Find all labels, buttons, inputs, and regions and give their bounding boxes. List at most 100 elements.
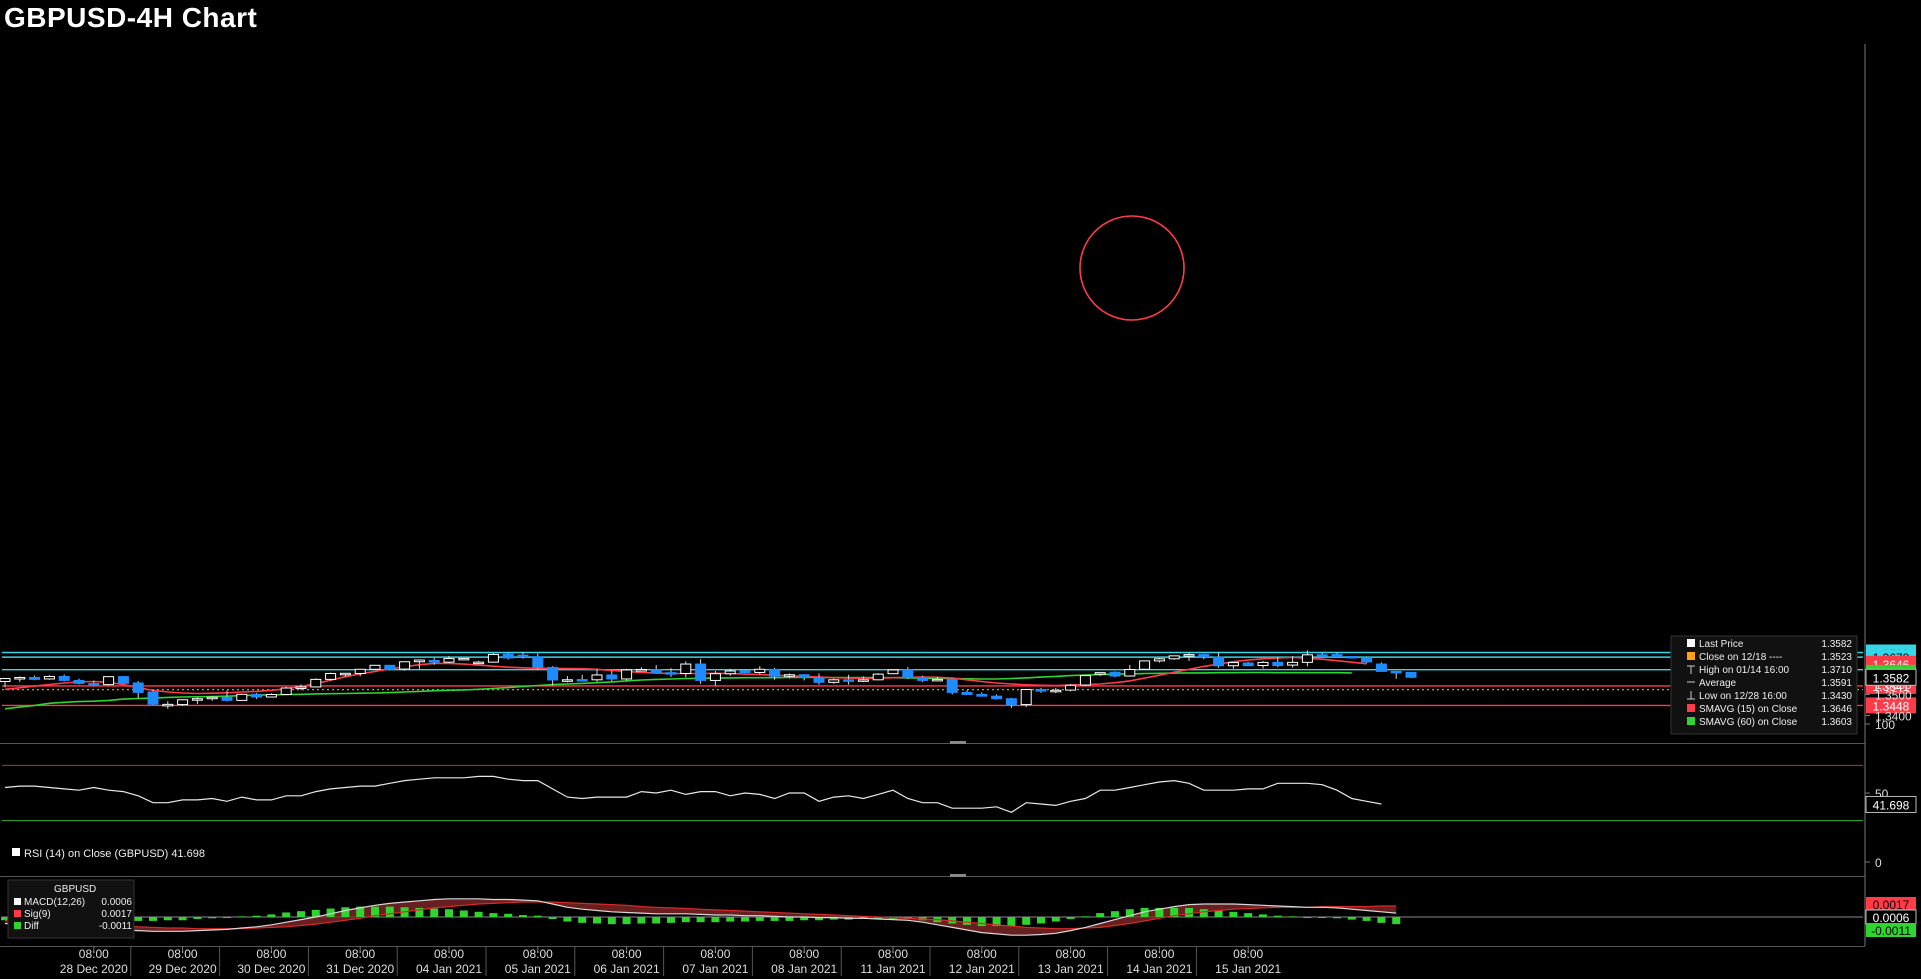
bullish-candle-body: [754, 668, 766, 673]
macd-diff-bar: [963, 917, 971, 925]
bullish-candle-body: [413, 659, 425, 663]
macd-diff-bar: [504, 913, 513, 917]
macd-diff-bar: [326, 908, 335, 917]
candle: [58, 674, 70, 682]
macd-diff-bar: [1229, 911, 1238, 917]
candle: [783, 673, 795, 679]
macd-diff-bar: [267, 914, 276, 917]
candle: [902, 667, 914, 679]
macd-value-label: 0.0017: [1873, 898, 1910, 912]
legend-value: 1.3591: [1821, 678, 1852, 689]
x-tick-date: 31 Dec 2020: [326, 962, 394, 976]
macd-diff-bar: [1155, 907, 1164, 917]
bearish-candle-body: [517, 654, 529, 658]
macd-value-box: [1866, 897, 1916, 911]
bullish-candle-body: [1287, 661, 1299, 666]
legend-label: Average: [1699, 678, 1737, 689]
macd-diff-bar: [1362, 917, 1371, 921]
bearish-candle-body: [843, 679, 855, 682]
candle: [1242, 661, 1254, 667]
bullish-candle-body: [591, 674, 603, 681]
x-tick-date: 15 Jan 2021: [1215, 962, 1281, 976]
candle: [1035, 687, 1047, 693]
candle: [887, 669, 899, 675]
candle: [1390, 670, 1402, 679]
macd-diff-bar: [607, 917, 616, 925]
x-tick-time: 08:00: [345, 947, 375, 961]
macd-diff-bar: [356, 906, 365, 917]
candle: [354, 668, 366, 677]
x-tick-time: 08:00: [1233, 947, 1263, 961]
bearish-candle-body: [1242, 662, 1254, 667]
macd-diff-bar: [163, 917, 172, 921]
macd-value-tag: 0.0017: [1866, 897, 1916, 912]
rsi-legend-label: RSI (14) on Close (GBPUSD) 41.698: [24, 848, 205, 860]
rsi-y-tick-label: 100: [1875, 718, 1895, 732]
candle: [576, 674, 588, 682]
y-tick-label: 1.3400: [1875, 710, 1912, 724]
macd-diff-bar: [341, 907, 350, 917]
candle: [532, 653, 544, 670]
macd-legend-title: GBPUSD: [54, 884, 96, 895]
macd-diff-bar: [1096, 913, 1105, 917]
price-tag-label: 1.3582: [1873, 671, 1910, 685]
support-tag: 1.3448: [1866, 697, 1916, 714]
legend-value: 1.3582: [1821, 639, 1852, 650]
candle: [709, 670, 721, 686]
macd-legend-value: 0.0006: [101, 897, 132, 908]
candle: [1198, 653, 1210, 660]
candle: [14, 676, 26, 682]
bearish-candle-body: [1346, 655, 1358, 659]
bullish-candle-body: [709, 673, 721, 681]
bullish-candle-body: [473, 661, 485, 665]
bullish-candle-body: [162, 703, 174, 707]
macd-legend-marker: [14, 910, 21, 917]
bearish-candle-body: [29, 676, 41, 680]
macd-line: [4, 898, 1397, 936]
candle: [1124, 664, 1136, 677]
chart-title: GBPUSD-4H Chart: [4, 2, 258, 33]
macd-diff-bar: [622, 917, 631, 925]
candle: [1065, 684, 1077, 692]
bearish-candle-body: [547, 666, 559, 681]
x-tick-time: 08:00: [434, 947, 464, 961]
bearish-candle-body: [769, 668, 781, 677]
macd-diff-bar: [711, 917, 720, 923]
candle: [117, 676, 129, 684]
macd-diff-bar: [1333, 917, 1341, 919]
bearish-candle-body: [798, 674, 810, 678]
candle: [650, 665, 662, 674]
bullish-candle-body: [635, 669, 647, 672]
candle: [1079, 675, 1091, 686]
bullish-candle-body: [872, 673, 884, 681]
candle: [754, 666, 766, 675]
macd-diff-bar: [208, 917, 217, 919]
bearish-candle-body: [1405, 671, 1417, 678]
macd-diff-bar: [459, 910, 468, 917]
x-tick-date: 12 Jan 2021: [949, 962, 1015, 976]
candle: [1405, 671, 1417, 679]
x-tick-time: 08:00: [168, 947, 198, 961]
legend-value: 1.3710: [1821, 665, 1852, 676]
bearish-candle-body: [961, 691, 973, 696]
macd-diff-bar: [1199, 909, 1208, 917]
macd-diff-bar: [726, 917, 735, 922]
bearish-candle-body: [1109, 671, 1121, 677]
macd-diff-bar: [667, 917, 675, 923]
macd-value-tag: -0.0011: [1866, 923, 1916, 938]
candle: [251, 693, 263, 699]
candle: [132, 681, 144, 699]
x-tick-time: 08:00: [1056, 947, 1086, 961]
macd-legend-label: Diff: [24, 921, 39, 932]
macd-diff-bar: [770, 917, 779, 921]
x-tick-date: 13 Jan 2021: [1038, 962, 1104, 976]
x-tick-time: 08:00: [878, 947, 908, 961]
candle: [843, 674, 855, 685]
candle: [162, 701, 174, 709]
candle: [798, 674, 810, 681]
candle: [961, 690, 973, 696]
macd-legend-label: MACD(12,26): [24, 897, 85, 908]
bullish-candle-body: [1183, 654, 1195, 657]
macd-diff-bar: [1140, 907, 1149, 917]
